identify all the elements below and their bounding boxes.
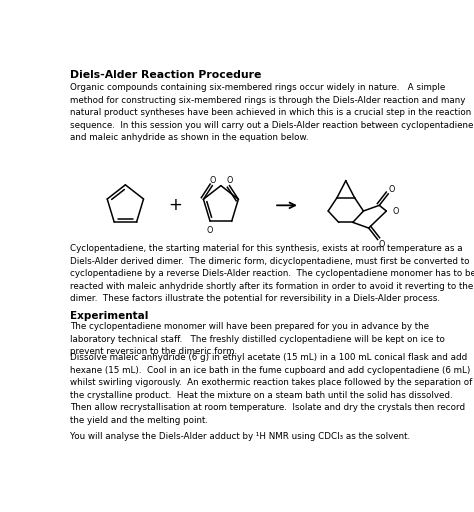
Text: Diels-Alder Reaction Procedure: Diels-Alder Reaction Procedure bbox=[70, 70, 262, 80]
Text: O: O bbox=[226, 176, 233, 185]
Text: O: O bbox=[378, 240, 384, 249]
Text: O: O bbox=[207, 226, 213, 235]
Text: Experimental: Experimental bbox=[70, 311, 149, 321]
Text: You will analyse the Diels-Alder adduct by ¹H NMR using CDCl₃ as the solvent.: You will analyse the Diels-Alder adduct … bbox=[70, 432, 410, 441]
Text: O: O bbox=[209, 176, 216, 185]
Text: Dissolve maleic anhydride (6 g) in ethyl acetate (15 mL) in a 100 mL conical fla: Dissolve maleic anhydride (6 g) in ethyl… bbox=[70, 353, 473, 424]
Text: O: O bbox=[389, 184, 395, 194]
Text: O: O bbox=[392, 206, 399, 216]
Text: Organic compounds containing six-membered rings occur widely in nature.   A simp: Organic compounds containing six-membere… bbox=[70, 83, 474, 142]
Text: The cyclopentadiene monomer will have been prepared for you in advance by the
la: The cyclopentadiene monomer will have be… bbox=[70, 323, 445, 356]
Text: Cyclopentadiene, the starting material for this synthesis, exists at room temper: Cyclopentadiene, the starting material f… bbox=[70, 244, 474, 304]
Text: +: + bbox=[168, 196, 182, 215]
